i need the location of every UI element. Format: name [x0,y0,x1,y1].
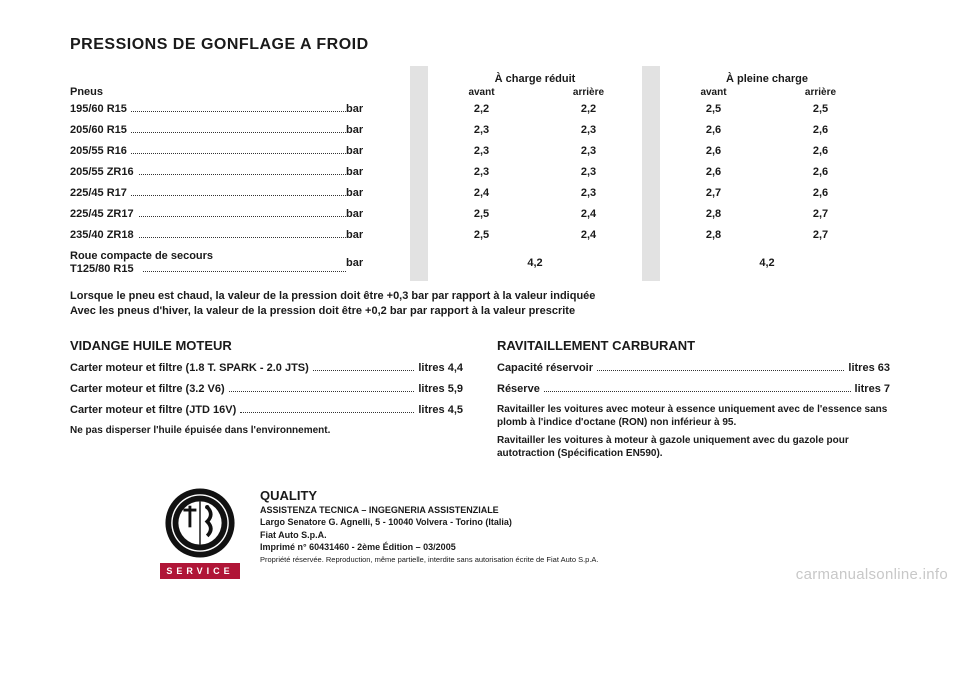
engine-oil-heading: VIDANGE HUILE MOTEUR [70,338,463,353]
page-title: PRESSIONS DE GONFLAGE A FROID [70,36,890,54]
spec-line: Carter moteur et filtre (JTD 16V)litres … [70,403,463,416]
engine-oil-block: VIDANGE HUILE MOTEUR Carter moteur et fi… [70,338,463,461]
table-row: 205/55 R16bar2,32,32,62,6 [70,140,890,161]
table-row: 205/60 R15bar2,32,32,62,6 [70,119,890,140]
spare-val-a: 4,2 [428,257,642,269]
spec-line: Réservelitres 7 [497,382,890,395]
table-row: 235/40 ZR18bar2,52,42,82,7 [70,224,890,245]
fuel-heading: RAVITAILLEMENT CARBURANT [497,338,890,353]
brand-block: SERVICE [160,487,240,579]
subhdr-front-b: avant [660,87,767,98]
pressure-notes: Lorsque le pneu est chaud, la valeur de … [70,289,890,320]
fuel-footnote-1: Ravitailler les voitures avec moteur à e… [497,403,890,430]
col-header-reduced: À charge réduit [495,74,576,85]
col-header-tyre: Pneus [70,86,346,98]
table-row: 225/45 ZR17bar2,52,42,82,7 [70,203,890,224]
imprint-block: QUALITY ASSISTENZA TECNICA – INGEGNERIA … [260,487,599,564]
spec-line: Carter moteur et filtre (1.8 T. SPARK - … [70,361,463,374]
subhdr-rear-b: arrière [767,87,874,98]
spec-line: Capacité réservoirlitres 63 [497,361,890,374]
table-row: 195/60 R15bar2,22,22,52,5 [70,98,890,119]
fuel-footnote-2: Ravitailler les voitures à moteur à gazo… [497,434,890,461]
watermark: carmanualsonline.info [796,566,948,583]
service-badge: SERVICE [160,563,240,579]
table-row: 205/55 ZR16bar2,32,32,62,6 [70,161,890,182]
fuel-block: RAVITAILLEMENT CARBURANT Capacité réserv… [497,338,890,461]
spare-val-b: 4,2 [660,257,874,269]
col-header-full: À pleine charge [726,74,808,85]
table-row-spare: Roue compacte de secoursT125/80 R15 bar … [70,245,890,281]
table-row: 225/45 R17bar2,42,32,72,6 [70,182,890,203]
engine-oil-footnote: Ne pas disperser l'huile épuisée dans l'… [70,424,463,438]
alfa-romeo-logo-icon [164,487,236,559]
subhdr-front-a: avant [428,87,535,98]
spec-line: Carter moteur et filtre (3.2 V6)litres 5… [70,382,463,395]
subhdr-rear-a: arrière [535,87,642,98]
pressure-table: Pneus À charge réduit avant arrière À pl… [70,66,890,281]
